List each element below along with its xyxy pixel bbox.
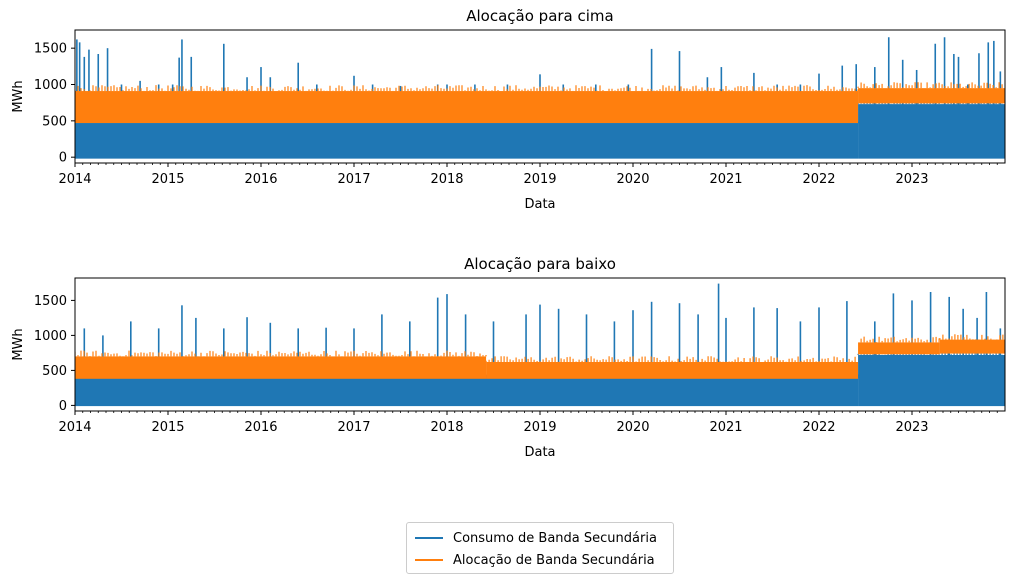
legend-item-consumo: Consumo de Banda Secundária	[415, 527, 665, 549]
band-segment-0	[75, 378, 859, 407]
band-edge-0	[75, 350, 487, 357]
x-tick-label: 2023	[895, 172, 928, 187]
band-segment-1	[858, 104, 1005, 159]
series-alocacao	[75, 82, 1005, 124]
panel-downward-allocation: Alocação para baixo 0 500 1000 1500 2014 2015 2…	[11, 255, 1006, 460]
x-tick-label: 2022	[802, 172, 835, 187]
x-tick-label: 2014	[58, 420, 91, 435]
x-tick-label: 2015	[151, 420, 184, 435]
panel-upward-allocation: Alocação para cima 0 500 1000 1500 2014 2015 20…	[11, 7, 1006, 212]
band-segment-1	[486, 362, 859, 379]
y-tick-label: 1500	[34, 42, 67, 57]
band-edge-1	[485, 356, 856, 362]
band-segment-1	[858, 88, 1005, 104]
x-tick-label: 2021	[709, 420, 742, 435]
x-tick-label: 2017	[337, 420, 370, 435]
legend: Consumo de Banda Secundária Alocação de …	[406, 522, 674, 574]
band-segment-0	[75, 91, 859, 124]
x-axis-label: Data	[524, 445, 555, 460]
x-tick-label: 2023	[895, 420, 928, 435]
series-alocacao	[75, 334, 1005, 379]
band-segment-0	[75, 356, 487, 379]
y-tick-label: 0	[59, 151, 67, 166]
x-tick-label: 2018	[430, 420, 463, 435]
chart-title: Alocação para baixo	[464, 255, 616, 273]
x-tick-label: 2022	[802, 420, 835, 435]
chart-title: Alocação para cima	[466, 7, 614, 25]
band-segment-0	[75, 123, 859, 159]
plot-area	[75, 283, 1005, 407]
legend-label-consumo: Consumo de Banda Secundária	[453, 530, 657, 546]
band-edge-1	[857, 82, 1003, 89]
y-tick-label: 500	[42, 364, 67, 379]
legend-label-alocacao: Alocação de Banda Secundária	[453, 552, 655, 568]
band-segment-2	[858, 342, 940, 355]
band-edge-0	[75, 85, 859, 91]
x-tick-label: 2017	[337, 172, 370, 187]
band-edge-2	[860, 336, 940, 343]
y-tick-label: 1000	[34, 329, 67, 344]
y-tick-label: 500	[42, 114, 67, 129]
band-edge-3	[939, 334, 1004, 340]
x-tick-label: 2018	[430, 172, 463, 187]
y-axis-label: MWh	[11, 328, 26, 360]
y-tick-label: 0	[59, 399, 67, 414]
band-segment-1	[858, 355, 1005, 407]
x-tick-label: 2015	[151, 172, 184, 187]
y-axis-label: MWh	[11, 80, 26, 112]
legend-item-alocacao: Alocação de Banda Secundária	[415, 549, 665, 571]
x-tick-label: 2016	[244, 172, 277, 187]
x-tick-label: 2021	[709, 172, 742, 187]
x-tick-label: 2019	[523, 172, 556, 187]
legend-swatch-consumo	[415, 537, 443, 539]
x-tick-label: 2014	[58, 172, 91, 187]
x-tick-label: 2020	[616, 172, 649, 187]
legend-swatch-alocacao	[415, 559, 443, 561]
x-tick-label: 2016	[244, 420, 277, 435]
y-tick-label: 1500	[34, 294, 67, 309]
y-tick-label: 1000	[34, 78, 67, 93]
x-axis-label: Data	[524, 197, 555, 212]
x-tick-label: 2020	[616, 420, 649, 435]
band-segment-3	[939, 339, 1005, 354]
plot-area	[75, 37, 1005, 159]
x-tick-label: 2019	[523, 420, 556, 435]
